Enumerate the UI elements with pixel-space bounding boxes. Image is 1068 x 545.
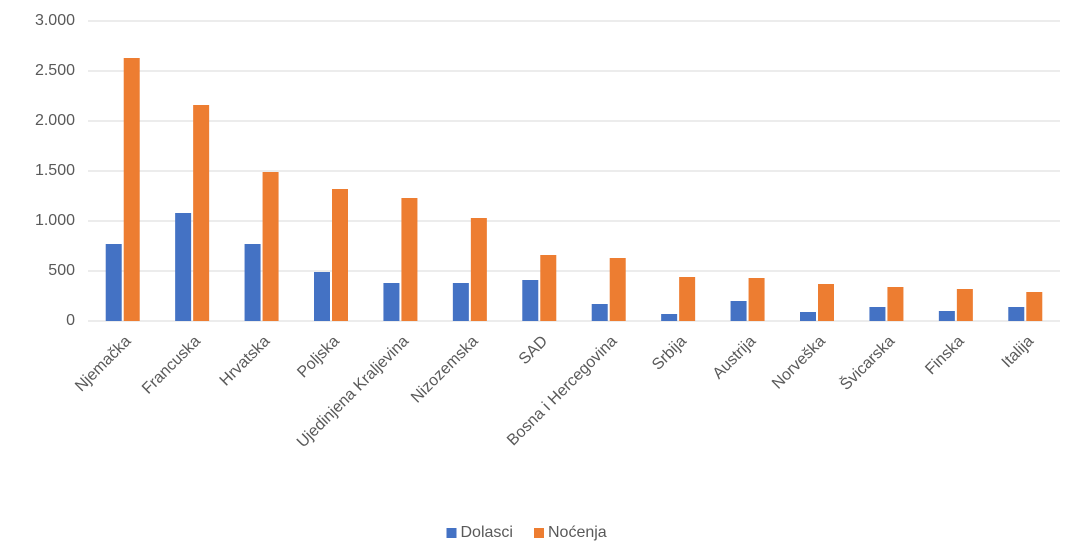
bar bbox=[105, 244, 122, 321]
bar bbox=[661, 314, 678, 321]
legend-swatch bbox=[446, 528, 457, 538]
bar bbox=[522, 280, 539, 321]
y-tick-label: 3.000 bbox=[35, 12, 75, 29]
x-tick-label: Srbija bbox=[649, 333, 690, 374]
x-tick-label: Norveška bbox=[769, 333, 829, 393]
y-tick-label: 1.000 bbox=[35, 212, 75, 229]
bar bbox=[730, 301, 747, 321]
legend-label: Noćenja bbox=[548, 524, 607, 541]
bar bbox=[748, 278, 765, 321]
bar bbox=[262, 172, 279, 321]
bar bbox=[401, 198, 418, 321]
bar bbox=[383, 283, 400, 321]
bar bbox=[123, 58, 140, 321]
x-tick-label: SAD bbox=[516, 333, 551, 368]
x-tick-label: Nizozemska bbox=[408, 333, 482, 407]
bar bbox=[887, 287, 904, 321]
bar bbox=[314, 272, 330, 321]
x-tick-label: Ujedinjena Kraljevina bbox=[294, 333, 412, 451]
x-tick-label: Finska bbox=[922, 333, 967, 378]
bar bbox=[869, 307, 886, 321]
bar bbox=[609, 258, 626, 321]
bar bbox=[800, 312, 816, 321]
x-tick-label: Poljska bbox=[294, 333, 343, 382]
y-tick-label: 2.000 bbox=[35, 112, 75, 129]
y-tick-label: 500 bbox=[48, 262, 75, 279]
bar bbox=[1026, 292, 1043, 321]
bar bbox=[193, 105, 210, 321]
bar bbox=[332, 189, 348, 321]
bar bbox=[470, 218, 487, 321]
x-tick-label: Švicarska bbox=[836, 331, 899, 394]
legend-swatch bbox=[534, 528, 544, 538]
bar bbox=[591, 304, 608, 321]
x-tick-label: Francuska bbox=[139, 333, 204, 398]
x-tick-label: Italija bbox=[999, 333, 1038, 372]
bar bbox=[679, 277, 696, 321]
bar bbox=[175, 213, 192, 321]
y-tick-label: 2.500 bbox=[35, 62, 75, 79]
bar bbox=[540, 255, 557, 321]
x-tick-label: Hrvatska bbox=[217, 333, 274, 390]
y-tick-label: 1.500 bbox=[35, 162, 75, 179]
legend-label: Dolasci bbox=[461, 524, 513, 541]
bar bbox=[1008, 307, 1025, 321]
bar bbox=[956, 289, 973, 321]
x-tick-label: Njemačka bbox=[72, 333, 134, 395]
bar bbox=[818, 284, 834, 321]
bar bbox=[244, 244, 261, 321]
bar bbox=[938, 311, 955, 321]
y-tick-label: 0 bbox=[66, 312, 75, 329]
x-tick-label: Austrija bbox=[710, 333, 760, 383]
bar bbox=[452, 283, 469, 321]
